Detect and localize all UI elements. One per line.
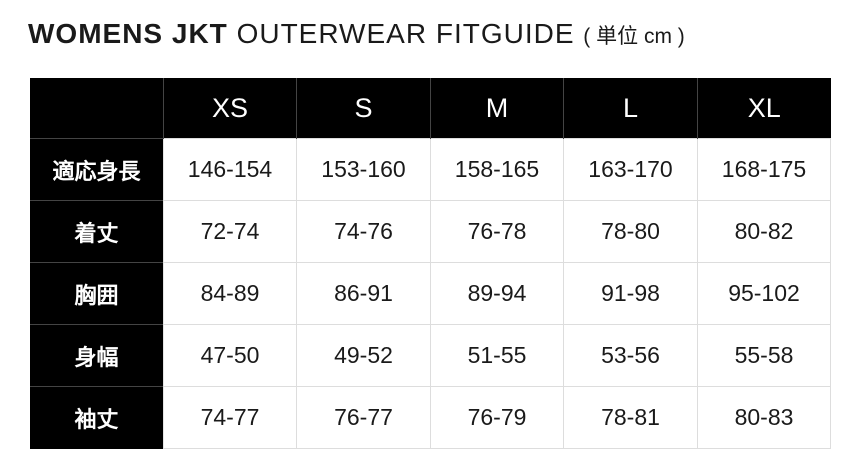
measurement-cell: 72-74 bbox=[163, 200, 297, 263]
row-label: 袖丈 bbox=[30, 386, 164, 449]
measurement-cell: 53-56 bbox=[563, 324, 698, 387]
size-chart-table: XS S M L XL 適応身長 146-154 153-160 158-165 163… bbox=[30, 78, 831, 449]
title-regular: OUTERWEAR FITGUIDE bbox=[236, 18, 575, 49]
measurement-cell: 74-77 bbox=[163, 386, 297, 449]
measurement-cell: 76-79 bbox=[430, 386, 564, 449]
corner-cell bbox=[30, 78, 164, 139]
row-label: 着丈 bbox=[30, 200, 164, 263]
table-row: 着丈 72-74 74-76 76-78 78-80 80-82 bbox=[30, 200, 831, 263]
size-header: XL bbox=[697, 78, 831, 139]
measurement-cell: 51-55 bbox=[430, 324, 564, 387]
measurement-cell: 78-81 bbox=[563, 386, 698, 449]
measurement-cell: 80-82 bbox=[697, 200, 831, 263]
row-label: 適応身長 bbox=[30, 138, 164, 201]
measurement-cell: 49-52 bbox=[296, 324, 431, 387]
title-unit: ( 単位 cm ) bbox=[583, 25, 685, 48]
table-row: 適応身長 146-154 153-160 158-165 163-170 168-175 bbox=[30, 138, 831, 201]
size-header: XS bbox=[163, 78, 297, 139]
page-title: WOMENS JKT OUTERWEAR FITGUIDE ( 単位 cm ) bbox=[28, 18, 685, 50]
measurement-cell: 168-175 bbox=[697, 138, 831, 201]
measurement-cell: 78-80 bbox=[563, 200, 698, 263]
measurement-cell: 89-94 bbox=[430, 262, 564, 325]
size-header: S bbox=[296, 78, 431, 139]
measurement-cell: 76-77 bbox=[296, 386, 431, 449]
title-bold: WOMENS JKT bbox=[28, 18, 228, 49]
header-row: XS S M L XL bbox=[30, 78, 831, 139]
measurement-cell: 86-91 bbox=[296, 262, 431, 325]
measurement-cell: 91-98 bbox=[563, 262, 698, 325]
measurement-cell: 80-83 bbox=[697, 386, 831, 449]
measurement-cell: 55-58 bbox=[697, 324, 831, 387]
table-row: 胸囲 84-89 86-91 89-94 91-98 95-102 bbox=[30, 262, 831, 325]
measurement-cell: 84-89 bbox=[163, 262, 297, 325]
measurement-cell: 163-170 bbox=[563, 138, 698, 201]
measurement-cell: 74-76 bbox=[296, 200, 431, 263]
measurement-cell: 158-165 bbox=[430, 138, 564, 201]
measurement-cell: 95-102 bbox=[697, 262, 831, 325]
table-row: 身幅 47-50 49-52 51-55 53-56 55-58 bbox=[30, 324, 831, 387]
measurement-cell: 153-160 bbox=[296, 138, 431, 201]
size-header: L bbox=[563, 78, 698, 139]
table-row: 袖丈 74-77 76-77 76-79 78-81 80-83 bbox=[30, 386, 831, 449]
size-header: M bbox=[430, 78, 564, 139]
measurement-cell: 146-154 bbox=[163, 138, 297, 201]
measurement-cell: 76-78 bbox=[430, 200, 564, 263]
row-label: 胸囲 bbox=[30, 262, 164, 325]
measurement-cell: 47-50 bbox=[163, 324, 297, 387]
row-label: 身幅 bbox=[30, 324, 164, 387]
